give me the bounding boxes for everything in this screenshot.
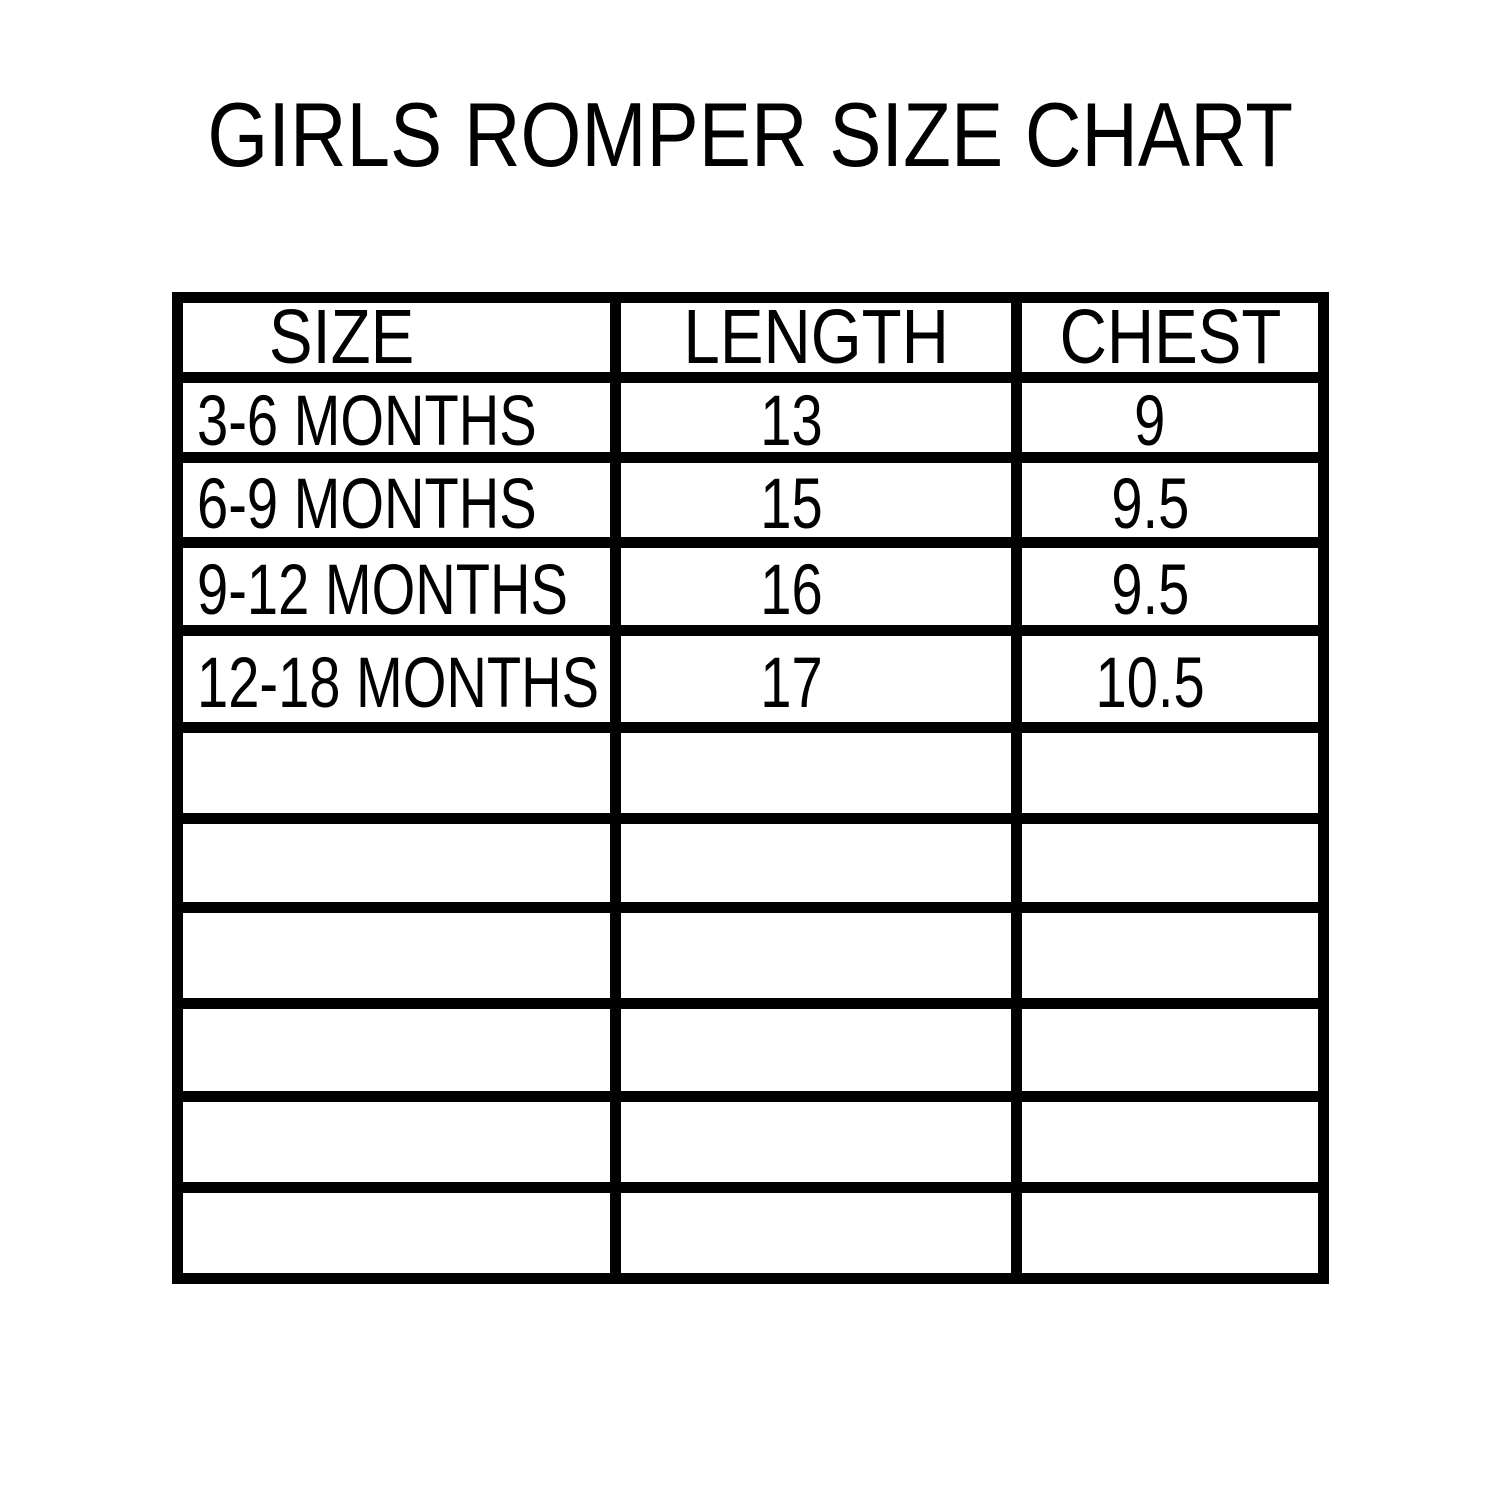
cell-chest (1022, 1102, 1318, 1193)
cell-text: 3-6 MONTHS (197, 382, 537, 461)
cell-text: 15 (759, 464, 823, 544)
header-cell-size: SIZE (183, 299, 621, 383)
cell-text: 9.5 (1111, 551, 1189, 630)
cell-size (183, 824, 621, 913)
cell-size (183, 913, 621, 1009)
cell-text: 17 (759, 643, 823, 723)
header-label-size: SIZE (268, 294, 415, 380)
cell-text: 16 (759, 551, 823, 630)
cell-length (621, 1009, 1022, 1102)
cell-length (621, 824, 1022, 913)
cell-text: 9 (1134, 382, 1166, 461)
cell-size: 6-9 MONTHS (183, 463, 621, 548)
header-cell-length: LENGTH (621, 299, 1022, 383)
cell-length (621, 1102, 1022, 1193)
cell-size (183, 1009, 621, 1102)
cell-text: 9-12 MONTHS (197, 551, 568, 630)
cell-chest (1022, 824, 1318, 913)
cell-length: 16 (621, 548, 1022, 636)
cell-chest (1022, 1009, 1318, 1102)
cell-chest: 9.5 (1022, 463, 1318, 548)
cell-chest (1022, 913, 1318, 1009)
cell-text: 9.5 (1111, 464, 1189, 544)
cell-text: 12-18 MONTHS (197, 643, 600, 723)
header-cell-chest: CHEST (1022, 299, 1318, 383)
header-label-chest: CHEST (1059, 294, 1281, 380)
cell-length (621, 913, 1022, 1009)
cell-length (621, 1193, 1022, 1273)
cell-size: 12-18 MONTHS (183, 636, 621, 733)
cell-chest (1022, 1193, 1318, 1273)
cell-chest (1022, 733, 1318, 824)
cell-size (183, 1193, 621, 1273)
cell-size (183, 1102, 621, 1193)
cell-length: 15 (621, 463, 1022, 548)
cell-length: 17 (621, 636, 1022, 733)
cell-text: 6-9 MONTHS (197, 464, 537, 544)
header-label-length: LENGTH (683, 294, 949, 380)
page-title-text: GIRLS ROMPER SIZE CHART (207, 85, 1293, 186)
page-title: GIRLS ROMPER SIZE CHART (0, 86, 1500, 186)
cell-text: 13 (759, 382, 823, 461)
cell-chest: 10.5 (1022, 636, 1318, 733)
cell-size (183, 733, 621, 824)
cell-chest: 9 (1022, 383, 1318, 463)
cell-chest: 9.5 (1022, 548, 1318, 636)
size-chart-table: SIZE LENGTH CHEST 3-6 MONTHS 13 9 6-9 MO… (172, 292, 1329, 1284)
cell-length (621, 733, 1022, 824)
cell-size: 3-6 MONTHS (183, 383, 621, 463)
cell-length: 13 (621, 383, 1022, 463)
cell-text: 10.5 (1095, 643, 1205, 723)
cell-size: 9-12 MONTHS (183, 548, 621, 636)
